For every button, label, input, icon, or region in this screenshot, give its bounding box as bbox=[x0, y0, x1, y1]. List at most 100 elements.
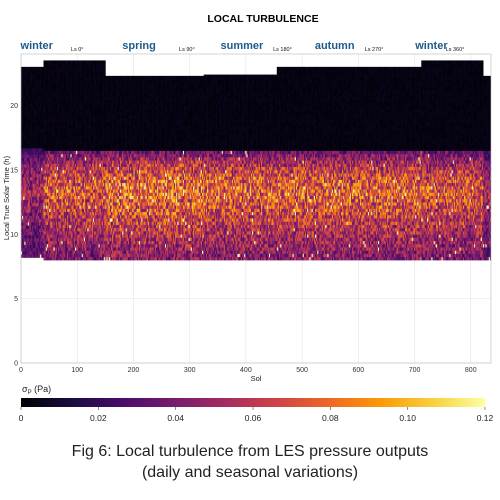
heatmap-cell bbox=[33, 209, 35, 213]
heatmap-cell bbox=[25, 212, 27, 216]
heatmap-cell bbox=[41, 218, 43, 223]
heatmap-cell bbox=[25, 90, 27, 94]
heatmap-cell bbox=[27, 173, 30, 178]
heatmap-cell bbox=[36, 167, 39, 171]
heatmap-cell bbox=[37, 144, 40, 149]
heatmap-cell bbox=[35, 131, 38, 136]
heatmap-cell bbox=[40, 247, 42, 252]
heatmap-cell bbox=[43, 221, 45, 225]
heatmap-cell bbox=[37, 138, 40, 142]
heatmap-cell bbox=[46, 163, 49, 168]
heatmap-cell bbox=[34, 147, 36, 152]
heatmap-cell bbox=[33, 215, 35, 220]
heatmap-cell bbox=[38, 109, 41, 113]
heatmap-cell bbox=[46, 66, 49, 71]
heatmap-cell bbox=[22, 167, 24, 171]
heatmap-cell bbox=[27, 209, 30, 213]
heatmap-cell bbox=[28, 183, 31, 187]
heatmap-cell bbox=[37, 96, 40, 101]
heatmap-cell bbox=[33, 138, 35, 142]
heatmap-cell bbox=[47, 185, 50, 190]
heatmap-cell bbox=[37, 154, 40, 158]
heatmap-cell bbox=[51, 221, 53, 225]
heatmap-cell bbox=[21, 109, 23, 113]
heatmap-cell bbox=[46, 121, 49, 126]
heatmap-cell bbox=[50, 218, 52, 222]
heatmap-cell bbox=[25, 234, 27, 239]
heatmap-cell bbox=[43, 208, 45, 213]
heatmap-cell bbox=[40, 222, 42, 226]
heatmap-cell bbox=[49, 140, 51, 145]
heatmap-cell bbox=[27, 93, 30, 97]
heatmap-cell bbox=[46, 82, 49, 87]
heatmap-cell bbox=[31, 234, 33, 239]
heatmap-cell bbox=[51, 243, 53, 248]
heatmap-cell bbox=[34, 154, 36, 158]
heatmap-cell bbox=[37, 209, 40, 213]
heatmap-cell bbox=[33, 212, 35, 216]
heatmap-cell bbox=[51, 192, 53, 196]
heatmap-cell bbox=[23, 141, 25, 146]
heatmap-cell bbox=[50, 185, 52, 190]
heatmap-cell bbox=[21, 238, 23, 242]
heatmap-cell bbox=[32, 183, 34, 187]
heatmap-cell bbox=[25, 112, 27, 117]
heatmap-cell bbox=[44, 189, 47, 193]
heatmap-cell bbox=[49, 160, 51, 164]
heatmap-cell bbox=[52, 182, 54, 187]
heatmap-cell bbox=[22, 218, 24, 223]
heatmap-cell bbox=[35, 247, 38, 252]
heatmap-cell bbox=[36, 125, 39, 130]
heatmap-cell bbox=[27, 234, 30, 239]
heatmap-cell bbox=[46, 115, 49, 119]
heatmap-cell bbox=[26, 109, 29, 113]
heatmap-cell bbox=[28, 119, 31, 123]
heatmap-cell bbox=[34, 138, 36, 142]
heatmap-cell bbox=[26, 231, 29, 236]
ls-marker-label: Ls 180° bbox=[273, 47, 292, 53]
heatmap-cell bbox=[43, 205, 45, 209]
heatmap-cell bbox=[52, 234, 54, 238]
heatmap-cell bbox=[23, 176, 25, 181]
heatmap-cell bbox=[22, 138, 24, 142]
heatmap-cell bbox=[37, 250, 40, 255]
heatmap-cell bbox=[42, 250, 44, 255]
heatmap-cell bbox=[22, 247, 24, 252]
heatmap-cell bbox=[33, 99, 35, 104]
heatmap-cell bbox=[28, 83, 31, 88]
heatmap-cell bbox=[34, 215, 36, 220]
heatmap-cell bbox=[21, 189, 23, 194]
heatmap-cell bbox=[43, 211, 45, 216]
heatmap-cell bbox=[50, 253, 52, 258]
heatmap-cell bbox=[47, 121, 50, 126]
heatmap-cell bbox=[36, 96, 39, 101]
heatmap-cell bbox=[34, 238, 36, 242]
heatmap-cell bbox=[25, 109, 27, 113]
heatmap-cell bbox=[37, 189, 40, 194]
heatmap-cell bbox=[36, 196, 39, 200]
heatmap-cell bbox=[24, 231, 26, 236]
heatmap-cell bbox=[43, 121, 45, 126]
heatmap-cell bbox=[49, 198, 51, 203]
heatmap-cell bbox=[40, 189, 42, 194]
heatmap-cell bbox=[40, 183, 42, 187]
heatmap-cell bbox=[25, 86, 27, 91]
heatmap-cell bbox=[44, 160, 47, 164]
heatmap-cell bbox=[41, 119, 43, 123]
heatmap-cell bbox=[37, 167, 40, 171]
heatmap-cell bbox=[28, 238, 31, 242]
heatmap-cell bbox=[40, 125, 42, 130]
heatmap-cell bbox=[31, 244, 33, 249]
heatmap-cell bbox=[46, 221, 49, 225]
heatmap-cell bbox=[104, 63, 106, 68]
heatmap-cell bbox=[32, 128, 34, 133]
heatmap-cell bbox=[23, 80, 25, 84]
heatmap-cell bbox=[21, 225, 23, 229]
heatmap-cell bbox=[35, 222, 38, 226]
heatmap-cell bbox=[38, 167, 41, 171]
heatmap-cell bbox=[37, 186, 40, 191]
heatmap-cell bbox=[50, 234, 52, 238]
heatmap-cell bbox=[35, 244, 38, 249]
heatmap-cell bbox=[40, 93, 42, 97]
heatmap-cell bbox=[28, 170, 31, 175]
